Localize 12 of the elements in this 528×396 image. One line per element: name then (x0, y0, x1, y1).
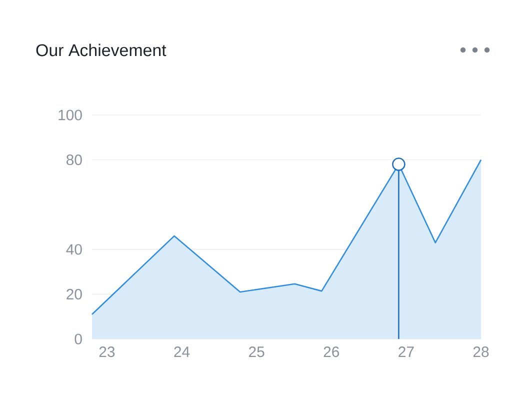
x-tick-label: 26 (324, 346, 340, 358)
x-tick-label: 24 (174, 346, 190, 357)
x-tick-label: 23 (99, 346, 115, 358)
x-tick-label: 25 (249, 346, 264, 358)
y-tick-label: 40 (66, 244, 82, 255)
y-tick-label: 20 (66, 288, 82, 300)
y-tick-label: 80 (66, 154, 82, 166)
y-tick-label: 100 (58, 110, 82, 120)
x-tick-label: 27 (398, 346, 414, 357)
y-tick-label: 0 (74, 334, 82, 344)
x-tick-label: 28 (473, 346, 489, 358)
chart-title: Our Achievement (36, 44, 166, 56)
